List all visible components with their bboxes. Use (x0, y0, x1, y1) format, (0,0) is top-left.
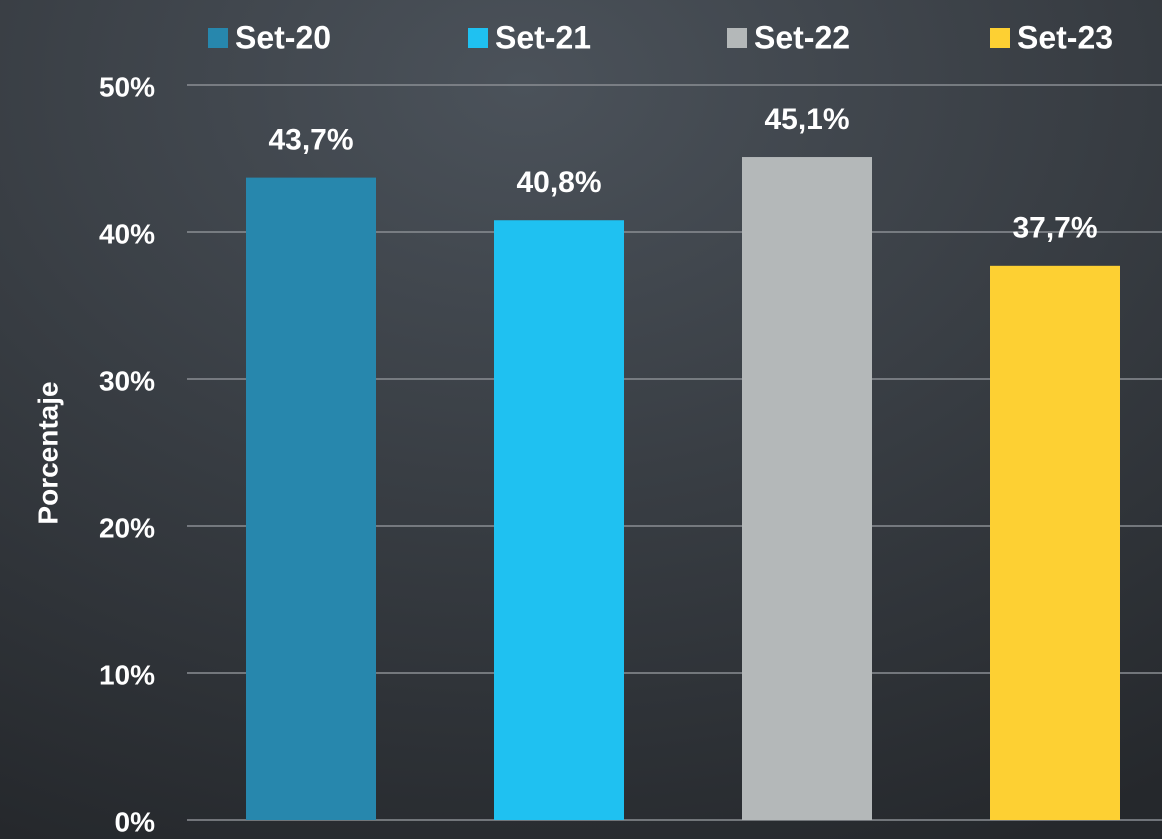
legend-label: Set-22 (754, 19, 850, 55)
y-tick-label: 20% (99, 512, 155, 543)
data-label: 40,8% (516, 166, 601, 199)
legend-label: Set-23 (1017, 19, 1113, 55)
legend-swatch (990, 28, 1010, 48)
data-label: 37,7% (1012, 212, 1097, 245)
y-tick-label: 0% (115, 806, 156, 837)
bar (990, 265, 1120, 820)
bar (494, 220, 624, 821)
legend-label: Set-20 (235, 19, 331, 55)
legend-label: Set-21 (495, 19, 591, 55)
y-axis-title: Porcentaje (32, 381, 63, 524)
y-tick-label: 10% (99, 659, 155, 690)
legend-swatch (727, 28, 747, 48)
bar (742, 157, 872, 820)
data-label: 45,1% (764, 103, 849, 136)
y-tick-label: 50% (99, 71, 155, 102)
legend-swatch (468, 28, 488, 48)
legend-swatch (208, 28, 228, 48)
y-tick-label: 30% (99, 365, 155, 396)
data-label: 43,7% (268, 124, 353, 157)
y-tick-label: 40% (99, 218, 155, 249)
bar (246, 177, 376, 821)
